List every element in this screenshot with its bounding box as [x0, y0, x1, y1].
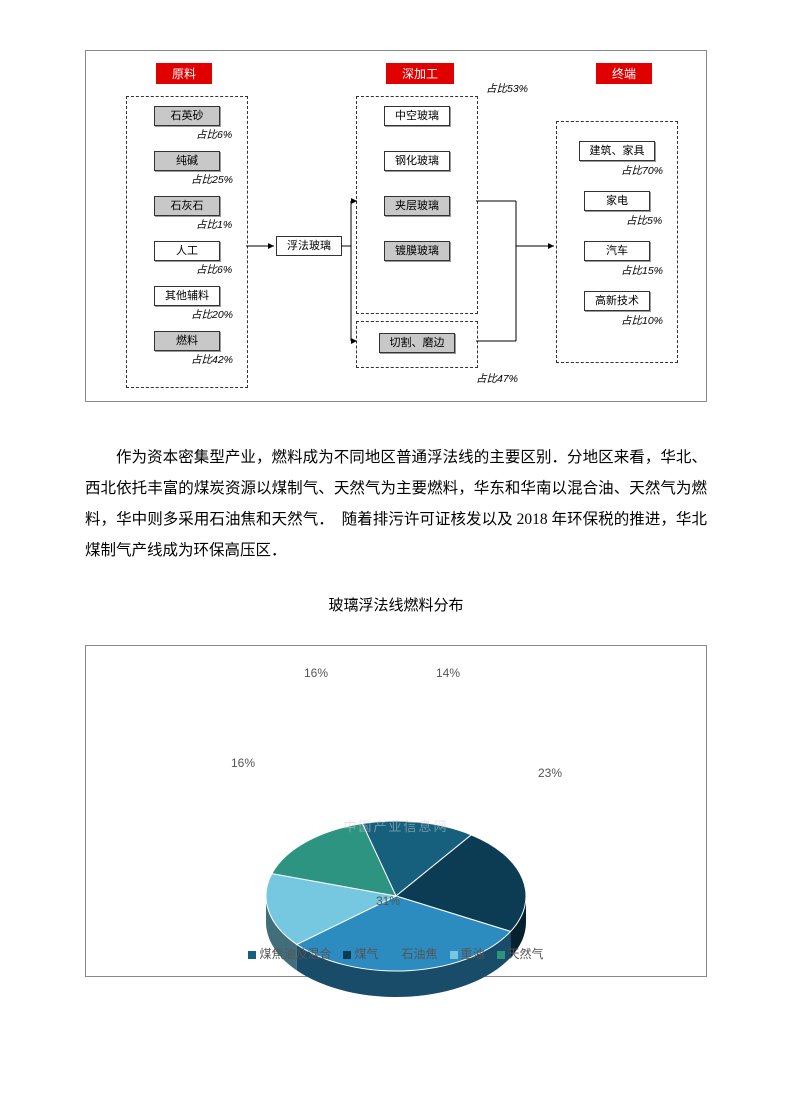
- raw-sub: 占比6%: [196, 127, 232, 142]
- ratio-top: 占比53%: [486, 81, 528, 96]
- raw-node: 石英砂: [154, 106, 220, 126]
- end-sub: 占比15%: [621, 263, 663, 278]
- center-node: 浮法玻璃: [276, 236, 342, 256]
- raw-node: 其他辅料: [154, 286, 220, 306]
- raw-sub: 占比25%: [191, 172, 233, 187]
- pie-legend: 煤焦油及混合煤气石油焦重油天然气: [86, 945, 706, 962]
- raw-sub: 占比6%: [196, 262, 232, 277]
- body-paragraph: 作为资本密集型产业，燃料成为不同地区普通浮法线的主要区别．分地区来看，华北、西北…: [85, 442, 707, 566]
- pct-label: 16%: [304, 666, 328, 680]
- raw-node: 燃料: [154, 331, 220, 351]
- end-node: 高新技术: [584, 291, 650, 311]
- pct-label: 14%: [436, 666, 460, 680]
- header-deep: 深加工: [386, 63, 454, 84]
- header-end: 终端: [596, 63, 652, 84]
- ratio-bottom: 占比47%: [476, 371, 518, 386]
- deep-node: 中空玻璃: [384, 106, 450, 126]
- watermark-text: 中国产业信息网: [343, 816, 448, 835]
- raw-sub: 占比1%: [196, 217, 232, 232]
- pct-label: 31%: [376, 894, 400, 908]
- end-sub: 占比10%: [621, 313, 663, 328]
- raw-node: 石灰石: [154, 196, 220, 216]
- supply-chain-flow-diagram: 原料 深加工 终端 占比53% 占比47% 石英砂 占比6% 纯碱 占比25% …: [85, 50, 707, 402]
- raw-node: 人工: [154, 241, 220, 261]
- deep-node: 切割、磨边: [379, 333, 455, 353]
- raw-node: 纯碱: [154, 151, 220, 171]
- header-raw: 原料: [156, 63, 212, 84]
- pct-label: 16%: [231, 756, 255, 770]
- raw-sub: 占比20%: [191, 307, 233, 322]
- deep-node: 镀膜玻璃: [384, 241, 450, 261]
- deep-node: 夹层玻璃: [384, 196, 450, 216]
- end-sub: 占比70%: [621, 163, 663, 178]
- pct-label: 23%: [538, 766, 562, 780]
- end-node: 汽车: [584, 241, 650, 261]
- raw-sub: 占比42%: [191, 352, 233, 367]
- end-node: 家电: [584, 191, 650, 211]
- deep-node: 钢化玻璃: [384, 151, 450, 171]
- end-sub: 占比5%: [626, 213, 662, 228]
- end-node: 建筑、家具: [579, 141, 655, 161]
- fuel-distribution-pie-chart: 中国产业信息网 14% 23% 31% 16% 16% 煤焦油及混合煤气石油焦重…: [85, 645, 707, 977]
- pie-chart-title: 玻璃浮法线燃料分布: [85, 594, 707, 615]
